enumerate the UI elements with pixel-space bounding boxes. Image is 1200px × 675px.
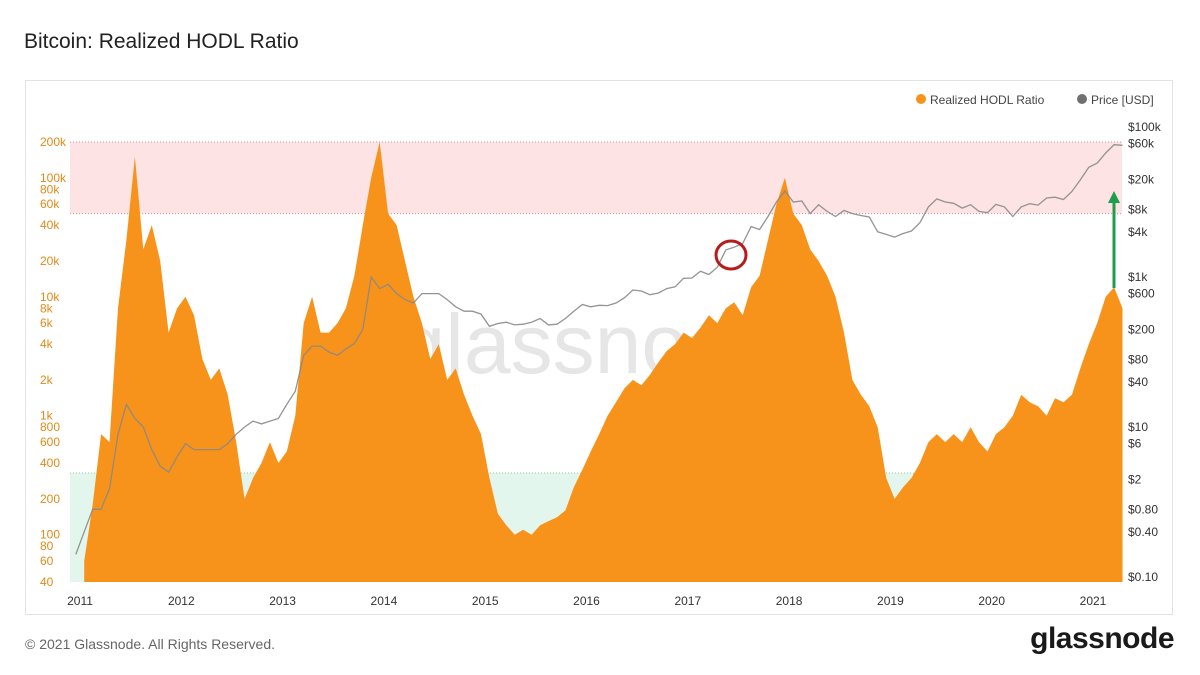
y-right-tick-label: $40 (1128, 375, 1148, 389)
annotations (714, 191, 1120, 288)
x-tick-label: 2016 (573, 594, 600, 608)
y-left-tick-label: 1k (40, 409, 54, 423)
price-line (75, 144, 1123, 555)
y-right-tick-label: $6 (1128, 437, 1142, 451)
x-tick-label: 2018 (776, 594, 803, 608)
right-axis: $0.10 $0.40 $0.80 $2 $6 $10 $40 $80 $200 $600 $1k $… (1128, 120, 1162, 584)
y-right-tick-label: $0.10 (1128, 570, 1158, 584)
y-left-tick-label: 20k (40, 254, 60, 268)
y-right-tick-label: $2 (1128, 472, 1142, 486)
y-right-tick-label: $4k (1128, 225, 1148, 239)
x-tick-label: 2014 (371, 594, 398, 608)
y-right-tick-label: $20k (1128, 172, 1155, 186)
y-right-tick-label: $0.40 (1128, 525, 1158, 539)
y-left-tick-label: 600 (40, 435, 60, 449)
y-left-tick-label: 400 (40, 456, 60, 470)
x-tick-label: 2013 (269, 594, 296, 608)
y-left-tick-label: 200k (40, 135, 67, 149)
rhodl-area (84, 142, 1123, 582)
band-overheated (70, 142, 1122, 214)
legend-rhodl-dot (916, 94, 926, 104)
annotation-circle (714, 239, 748, 271)
brand-logo[interactable]: glassnode (1030, 622, 1174, 655)
y-right-tick-label: $10 (1128, 420, 1148, 434)
y-left-tick-label: 6k (40, 316, 54, 330)
x-tick-label: 2017 (674, 594, 701, 608)
y-left-tick-label: 2k (40, 373, 54, 387)
y-left-tick-label: 40 (40, 575, 54, 589)
y-left-tick-label: 200 (40, 492, 60, 506)
x-tick-label: 2012 (168, 594, 195, 608)
y-right-tick-label: $80 (1128, 352, 1148, 366)
x-axis: 2011 2012 2013 2014 2015 2016 2017 2018 2019 2020… (67, 594, 1107, 608)
chart-legend: Realized HODL Ratio Price [USD] (916, 93, 1154, 107)
y-right-tick-label: $600 (1128, 287, 1155, 301)
x-tick-label: 2019 (877, 594, 904, 608)
copyright-text: © 2021 Glassnode. All Rights Reserved. (25, 636, 276, 652)
x-tick-label: 2020 (978, 594, 1005, 608)
y-left-tick-label: 80k (40, 182, 60, 196)
y-left-tick-label: 4k (40, 337, 54, 351)
y-left-tick-label: 100 (40, 528, 60, 542)
legend-price-dot (1077, 94, 1087, 104)
y-left-tick-label: 40k (40, 218, 60, 232)
y-left-tick-label: 800 (40, 420, 60, 434)
x-tick-label: 2021 (1080, 594, 1107, 608)
y-right-tick-label: $1k (1128, 270, 1148, 284)
y-right-tick-label: $60k (1128, 137, 1155, 151)
legend-price-label[interactable]: Price [USD] (1091, 93, 1154, 107)
y-left-tick-label: 60 (40, 554, 54, 568)
y-right-tick-label: $100k (1128, 120, 1162, 134)
x-tick-label: 2011 (67, 594, 93, 608)
y-left-tick-label: 80 (40, 539, 54, 553)
y-right-tick-label: $8k (1128, 202, 1148, 216)
y-right-tick-label: $200 (1128, 322, 1155, 336)
y-left-tick-label: 100k (40, 171, 67, 185)
chart-title: Bitcoin: Realized HODL Ratio (24, 30, 299, 53)
y-right-tick-label: $0.80 (1128, 502, 1158, 516)
chart-panel (25, 80, 1173, 615)
legend-rhodl-label[interactable]: Realized HODL Ratio (930, 93, 1045, 107)
annotation-arrow-head (1108, 191, 1120, 203)
y-left-tick-label: 10k (40, 290, 60, 304)
y-left-tick-label: 8k (40, 301, 54, 315)
x-tick-label: 2015 (472, 594, 499, 608)
y-left-tick-label: 60k (40, 197, 60, 211)
